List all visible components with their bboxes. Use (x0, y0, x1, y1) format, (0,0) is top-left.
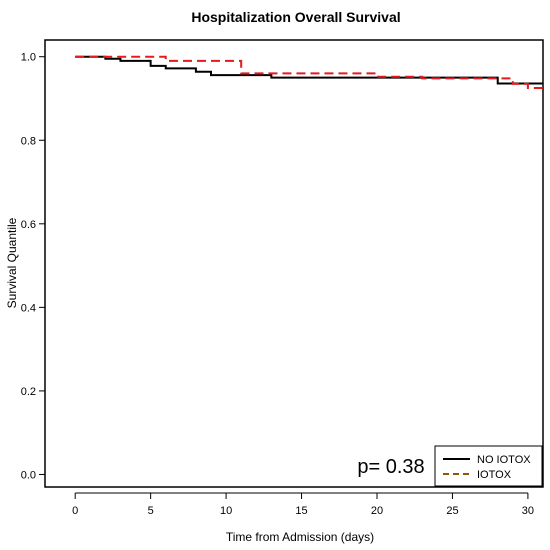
x-tick-label: 10 (220, 505, 232, 517)
chart-title: Hospitalization Overall Survival (191, 9, 400, 25)
x-axis: 0 5 10 15 20 25 30 (72, 492, 534, 517)
legend-label-no-iotox: NO IOTOX (477, 454, 531, 466)
legend-label-iotox: IOTOX (477, 469, 512, 481)
series-layer (75, 55, 544, 91)
series-line-no-iotox (75, 55, 543, 85)
x-tick-label: 15 (295, 505, 307, 517)
y-axis-label: Survival Quantile (5, 217, 19, 308)
x-tick-label: 20 (371, 505, 383, 517)
legend: NO IOTOX IOTOX (434, 445, 543, 487)
x-tick-label: 30 (522, 505, 534, 517)
plot-frame (44, 39, 544, 488)
series-line-iotox (75, 55, 544, 91)
y-tick-label: 0.8 (21, 135, 36, 147)
x-axis-label: Time from Admission (days) (226, 530, 374, 544)
y-tick-label: 0.6 (21, 219, 36, 231)
x-tick-label: 5 (148, 505, 154, 517)
x-tick-label: 25 (446, 505, 458, 517)
y-tick-label: 0.2 (21, 386, 36, 398)
y-tick-label: 0.4 (21, 302, 36, 314)
y-axis: 0.0 0.2 0.4 0.6 0.8 1.0 (21, 52, 45, 481)
legend-box (434, 445, 543, 487)
y-tick-label: 0.0 (21, 469, 36, 481)
y-tick-label: 1.0 (21, 52, 36, 64)
x-tick-label: 0 (72, 505, 78, 517)
p-value-annotation: p= 0.38 (357, 456, 424, 478)
